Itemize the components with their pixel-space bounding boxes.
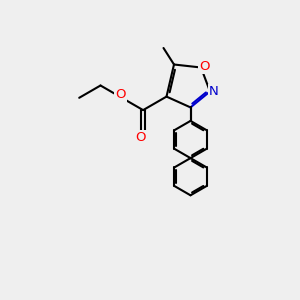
Text: O: O bbox=[199, 59, 209, 73]
Text: O: O bbox=[136, 130, 146, 144]
Text: N: N bbox=[209, 85, 218, 98]
Text: O: O bbox=[115, 88, 126, 101]
